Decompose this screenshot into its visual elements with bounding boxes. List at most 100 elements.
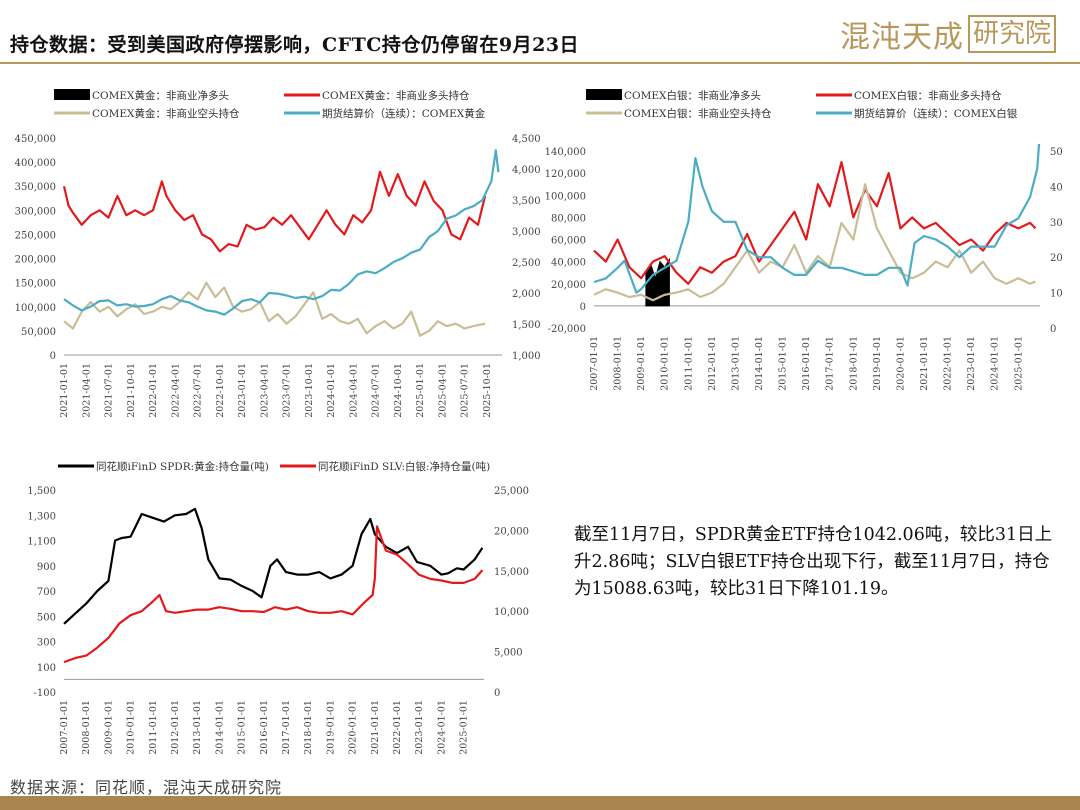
y-tick-right: 2,500 bbox=[512, 258, 540, 269]
x-tick-label: 2013-01-01 bbox=[730, 336, 741, 391]
series-line bbox=[63, 281, 486, 337]
legend-label: COMEX白银：非商业空头持仓 bbox=[624, 107, 772, 120]
x-tick-label: 2013-01-01 bbox=[192, 700, 203, 755]
series-line bbox=[62, 170, 487, 253]
y-tick-right: 5,000 bbox=[494, 648, 523, 659]
x-tick-label: 2022-01-01 bbox=[392, 700, 403, 755]
y-tick-right: 20,000 bbox=[494, 526, 529, 537]
x-tick-label: 2019-01-01 bbox=[325, 700, 336, 755]
y-tick-right: 0 bbox=[494, 688, 500, 699]
y-tick-left: 1,100 bbox=[27, 537, 56, 548]
legend-label: COMEX白银：非商业多头持仓 bbox=[854, 89, 1002, 102]
header-rule bbox=[0, 62, 1080, 64]
x-tick-label: 2025-10-01 bbox=[482, 363, 493, 418]
y-tick-left: 450,000 bbox=[15, 134, 56, 145]
y-tick-left: 80,000 bbox=[551, 213, 586, 224]
y-tick-right: 10 bbox=[1050, 289, 1063, 300]
y-tick-right: 20 bbox=[1050, 253, 1063, 264]
x-tick-label: 2011-01-01 bbox=[148, 700, 159, 755]
y-tick-left: 0 bbox=[50, 351, 56, 362]
x-tick-label: 2012-01-01 bbox=[170, 700, 181, 755]
y-tick-left: 900 bbox=[37, 562, 56, 573]
y-tick-right: 10,000 bbox=[494, 607, 529, 618]
series-line bbox=[593, 160, 1037, 285]
x-tick-label: 2020-01-01 bbox=[348, 700, 359, 755]
x-tick-label: 2015-01-01 bbox=[237, 700, 248, 755]
data-source: 数据来源：同花顺，混沌天成研究院 bbox=[10, 778, 283, 797]
y-tick-left: 60,000 bbox=[551, 236, 586, 247]
legend-swatch bbox=[54, 89, 90, 100]
series-line bbox=[63, 507, 484, 625]
y-tick-left: 250,000 bbox=[15, 230, 56, 241]
legend-label: 同花顺iFinD SPDR:黄金:持仓量(吨) bbox=[96, 460, 269, 473]
x-tick-label: 2018-01-01 bbox=[848, 336, 859, 391]
legend-label: COMEX黄金：非商业空头持仓 bbox=[92, 107, 240, 120]
y-tick-right: 0 bbox=[1050, 324, 1056, 335]
x-tick-label: 2022-01-01 bbox=[943, 336, 954, 391]
x-tick-label: 2025-04-01 bbox=[437, 363, 448, 418]
y-tick-right: 3,500 bbox=[512, 196, 540, 207]
y-tick-right: 15,000 bbox=[494, 567, 529, 578]
y-tick-left: 100 bbox=[37, 663, 56, 674]
x-tick-label: 2012-01-01 bbox=[707, 336, 718, 391]
y-tick-right: 2,000 bbox=[512, 289, 540, 300]
x-tick-label: 2021-01-01 bbox=[919, 336, 930, 391]
y-tick-left: 700 bbox=[37, 587, 56, 598]
y-tick-left: 100,000 bbox=[545, 191, 586, 202]
gold-positions-chart: COMEX黄金：非商业净多头 COMEX黄金：非商业多头持仓 COMEX黄金：非商业… bbox=[15, 89, 540, 418]
y-tick-right: 25,000 bbox=[494, 486, 529, 497]
y-tick-left: 0 bbox=[580, 302, 586, 313]
legend-label: COMEX黄金：非商业净多头 bbox=[92, 89, 229, 102]
y-tick-right: 1,000 bbox=[512, 351, 540, 362]
x-tick-label: 2023-01-01 bbox=[966, 336, 977, 391]
x-tick-label: 2021-04-01 bbox=[81, 363, 92, 418]
legend-label: COMEX黄金：非商业多头持仓 bbox=[322, 89, 470, 102]
legend-label: 期货结算价（连续）：COMEX黄金 bbox=[322, 107, 486, 120]
y-tick-right: 50 bbox=[1050, 147, 1063, 158]
y-tick-left: -100 bbox=[34, 688, 56, 699]
y-tick-right: 1,500 bbox=[512, 320, 540, 331]
x-tick-label: 2023-10-01 bbox=[304, 363, 315, 418]
logo-text: 混沌天成 bbox=[839, 20, 964, 55]
x-tick-label: 2021-01-01 bbox=[370, 700, 381, 755]
y-tick-right: 30 bbox=[1050, 218, 1063, 229]
x-tick-label: 2017-01-01 bbox=[281, 700, 292, 755]
x-tick-label: 2025-01-01 bbox=[415, 363, 426, 418]
x-tick-label: 2025-01-01 bbox=[1013, 336, 1024, 391]
x-tick-label: 2016-01-01 bbox=[801, 336, 812, 391]
y-tick-right: 40 bbox=[1050, 182, 1063, 193]
x-tick-label: 2021-01-01 bbox=[59, 363, 70, 418]
y-tick-left: -20,000 bbox=[548, 324, 586, 335]
legend-label: 同花顺iFinD SLV:白银:净持仓量(吨) bbox=[318, 460, 490, 473]
x-tick-label: 2008-01-01 bbox=[81, 700, 92, 755]
x-tick-label: 2014-01-01 bbox=[214, 700, 225, 755]
x-tick-label: 2024-01-01 bbox=[990, 336, 1001, 391]
y-tick-left: 150,000 bbox=[15, 279, 56, 290]
x-tick-label: 2016-01-01 bbox=[259, 700, 270, 755]
x-tick-label: 2008-01-01 bbox=[613, 336, 624, 391]
y-tick-right: 4,500 bbox=[512, 134, 540, 145]
x-tick-label: 2022-01-01 bbox=[148, 363, 159, 418]
y-tick-left: 100,000 bbox=[15, 303, 56, 314]
x-tick-label: 2022-07-01 bbox=[193, 363, 204, 418]
x-tick-label: 2023-07-01 bbox=[282, 363, 293, 418]
y-tick-right: 4,000 bbox=[512, 165, 540, 176]
legend-swatch bbox=[586, 89, 622, 100]
page-title: 持仓数据：受到美国政府停摆影响，CFTC持仓仍停留在9月23日 bbox=[10, 34, 580, 56]
legend-label: 期货结算价（连续）：COMEX白银 bbox=[854, 107, 1018, 120]
footer-bar bbox=[0, 796, 1080, 810]
x-tick-label: 2017-01-01 bbox=[825, 336, 836, 391]
x-tick-label: 2020-01-01 bbox=[895, 336, 906, 391]
x-tick-label: 2010-01-01 bbox=[660, 336, 671, 391]
y-tick-left: 200,000 bbox=[15, 255, 56, 266]
brand-logo: 混沌天成 研究院 bbox=[839, 14, 1056, 55]
y-tick-left: 140,000 bbox=[545, 147, 586, 158]
etf-holdings-chart: 同花顺iFinD SPDR:黄金:持仓量(吨) 同花顺iFinD SLV:白银:净… bbox=[27, 460, 529, 755]
y-tick-left: 400,000 bbox=[15, 158, 56, 169]
y-tick-left: 120,000 bbox=[545, 169, 586, 180]
series-line bbox=[63, 149, 500, 316]
y-tick-left: 350,000 bbox=[15, 182, 56, 193]
etf-commentary: 截至11月7日，SPDR黄金ETF持仓1042.06吨，较比31日上升2.86吨… bbox=[574, 525, 1053, 599]
x-tick-label: 2024-01-01 bbox=[436, 700, 447, 755]
y-tick-right: 3,000 bbox=[512, 227, 540, 238]
